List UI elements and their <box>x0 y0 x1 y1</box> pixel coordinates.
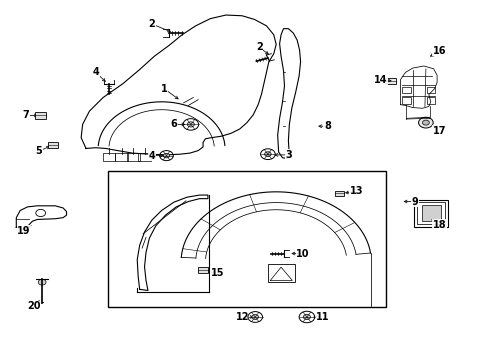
Circle shape <box>163 153 169 158</box>
Text: 7: 7 <box>22 111 29 121</box>
Text: 13: 13 <box>349 186 363 197</box>
Bar <box>115 153 128 161</box>
Text: 3: 3 <box>285 150 291 160</box>
Text: 6: 6 <box>170 120 177 129</box>
Bar <box>384 78 395 84</box>
Circle shape <box>422 120 428 125</box>
Bar <box>413 200 447 226</box>
Circle shape <box>251 315 258 319</box>
Text: 12: 12 <box>236 312 249 322</box>
Bar <box>421 205 440 221</box>
Text: 8: 8 <box>323 121 330 131</box>
Bar <box>416 202 445 225</box>
Circle shape <box>303 314 310 320</box>
Text: 11: 11 <box>315 312 328 322</box>
Text: 5: 5 <box>35 146 42 156</box>
Bar <box>401 97 410 104</box>
Text: 10: 10 <box>296 248 309 258</box>
Text: 14: 14 <box>373 75 387 85</box>
Bar <box>267 264 294 282</box>
Circle shape <box>418 117 432 128</box>
Circle shape <box>38 279 46 285</box>
Text: 9: 9 <box>411 197 418 207</box>
Circle shape <box>187 122 194 127</box>
Text: 17: 17 <box>432 126 446 135</box>
Text: 19: 19 <box>17 226 31 236</box>
Bar <box>102 153 115 161</box>
Text: 16: 16 <box>432 46 446 56</box>
Bar <box>334 191 343 196</box>
Bar <box>426 87 434 93</box>
Text: 4: 4 <box>148 150 155 161</box>
Text: 20: 20 <box>27 301 41 311</box>
Text: 2: 2 <box>148 19 155 29</box>
Text: 18: 18 <box>432 220 446 230</box>
Bar <box>48 142 58 148</box>
Bar <box>198 267 207 273</box>
Bar <box>138 153 151 161</box>
Circle shape <box>264 152 271 157</box>
Text: 15: 15 <box>210 268 224 278</box>
Bar <box>35 112 46 119</box>
Text: 2: 2 <box>255 42 262 52</box>
Bar <box>401 87 410 93</box>
Bar <box>127 153 140 161</box>
Text: 1: 1 <box>161 84 167 94</box>
Bar <box>108 171 385 307</box>
Text: 4: 4 <box>92 67 99 77</box>
Bar <box>426 97 434 104</box>
